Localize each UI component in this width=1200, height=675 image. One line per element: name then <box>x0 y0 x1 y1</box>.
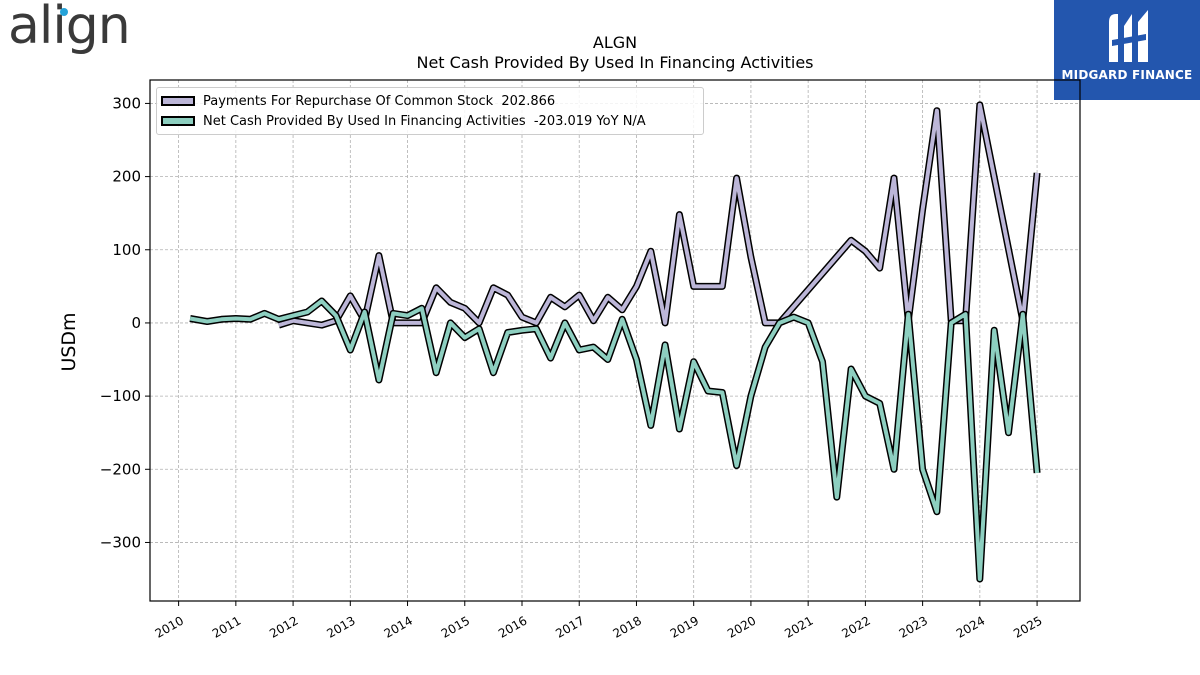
x-tick-label: 2010 <box>153 613 186 640</box>
x-tick-label: 2012 <box>267 613 300 640</box>
align-logo: align <box>4 0 134 64</box>
legend-label-financing: Net Cash Provided By Used In Financing A… <box>203 113 646 129</box>
align-dot-icon <box>60 8 68 16</box>
chart-legend: Payments For Repurchase Of Common Stock … <box>156 87 704 135</box>
x-tick-label: 2024 <box>954 613 987 640</box>
chart-title: ALGN <box>592 33 638 52</box>
x-tick-label: 2020 <box>725 613 758 640</box>
legend-item-repurchase: Payments For Repurchase Of Common Stock … <box>161 91 555 111</box>
midgard-emblem-icon <box>1109 10 1148 62</box>
midgard-finance-logo: MIDGARD FINANCE <box>1054 0 1200 100</box>
chart-subtitle: Net Cash Provided By Used In Financing A… <box>416 53 814 72</box>
chart-grid <box>150 80 1080 601</box>
x-tick-label: 2013 <box>324 613 357 640</box>
x-tick-label: 2014 <box>382 613 415 640</box>
y-tick-label: −300 <box>100 533 141 551</box>
y-tick-label: 100 <box>112 241 141 259</box>
legend-label-repurchase: Payments For Repurchase Of Common Stock … <box>203 93 556 109</box>
x-tick-label: 2016 <box>496 613 529 640</box>
legend-item-financing: Net Cash Provided By Used In Financing A… <box>161 111 646 131</box>
chart-series <box>189 101 1041 583</box>
y-tick-label: −100 <box>100 387 141 405</box>
y-tick-label: −200 <box>100 460 141 478</box>
x-tick-label: 2011 <box>210 613 243 640</box>
legend-swatch-repurchase <box>161 96 195 106</box>
x-tick-label: 2021 <box>782 613 815 640</box>
y-tick-label: 300 <box>112 94 141 112</box>
align-logo-text: align <box>8 0 131 56</box>
series-line-0 <box>278 102 1040 328</box>
x-tick-label: 2023 <box>897 613 930 640</box>
y-axis-label: USDm <box>58 312 80 371</box>
x-tick-label: 2015 <box>439 613 472 640</box>
plot-frame <box>149 79 1081 602</box>
y-tick-label: 0 <box>131 314 141 332</box>
chart-axes <box>149 79 1081 602</box>
x-tick-label: 2018 <box>611 613 644 640</box>
x-tick-label: 2019 <box>668 613 701 640</box>
legend-swatch-financing <box>161 116 195 126</box>
midgard-logo-text: MIDGARD FINANCE <box>1061 68 1193 82</box>
x-tick-label: 2025 <box>1011 613 1044 640</box>
x-tick-label: 2017 <box>553 613 586 640</box>
y-tick-label: 200 <box>112 168 141 186</box>
x-tick-label: 2022 <box>839 613 872 640</box>
series-line-1 <box>189 299 1040 581</box>
